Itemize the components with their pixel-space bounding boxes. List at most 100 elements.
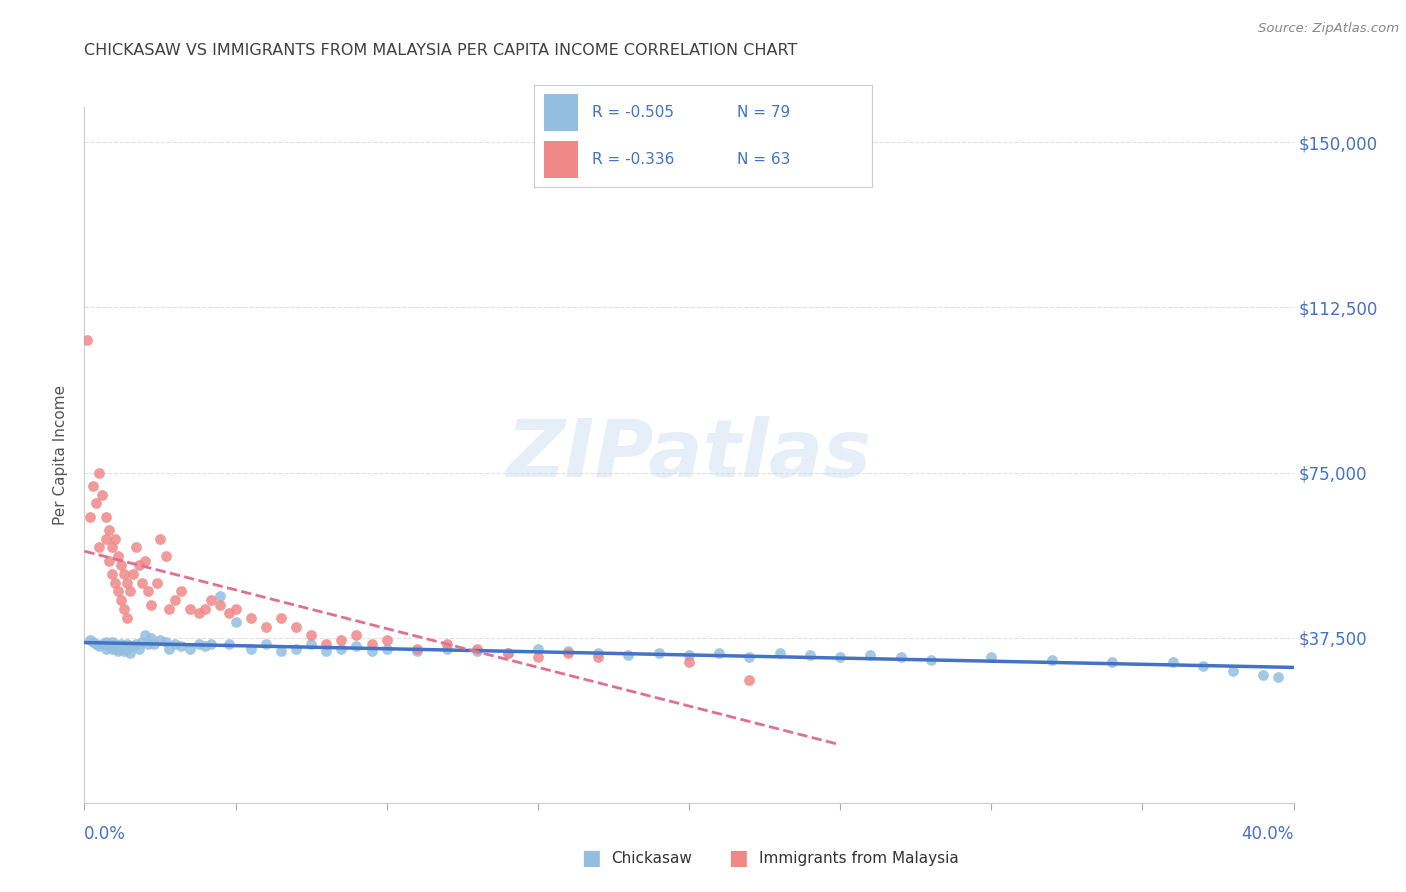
Point (131, 575, 153, 590)
Point (678, 648, 700, 663)
Point (738, 673, 761, 687)
Point (330, 641, 353, 656)
Point (149, 632, 172, 647)
Point (86, 496, 108, 510)
Point (406, 644, 429, 658)
Point (299, 637, 322, 651)
Text: 0.0%: 0.0% (84, 825, 127, 843)
Point (139, 631, 162, 645)
Point (436, 637, 458, 651)
Point (1192, 659, 1215, 673)
Point (218, 607, 240, 621)
Point (94, 532, 117, 546)
Point (165, 637, 187, 651)
Point (859, 648, 882, 663)
Point (360, 637, 382, 651)
Point (165, 593, 187, 607)
Point (617, 648, 640, 663)
Point (375, 641, 398, 656)
Point (89, 541, 111, 555)
Point (738, 650, 761, 665)
Point (799, 648, 821, 663)
Point (170, 584, 193, 599)
Point (79, 632, 101, 647)
Point (100, 541, 122, 555)
Point (134, 553, 156, 567)
Text: CHICKASAW VS IMMIGRANTS FROM MALAYSIA PER CAPITA INCOME CORRELATION CHART: CHICKASAW VS IMMIGRANTS FROM MALAYSIA PE… (84, 43, 797, 58)
Point (188, 607, 211, 621)
Point (179, 641, 201, 656)
Point (239, 641, 262, 656)
Point (315, 637, 337, 651)
Point (527, 650, 550, 665)
Point (1222, 664, 1244, 678)
Point (527, 641, 550, 656)
Text: Immigrants from Malaysia: Immigrants from Malaysia (759, 851, 959, 865)
Point (1253, 668, 1275, 682)
Point (118, 640, 141, 654)
Point (194, 602, 217, 616)
Point (100, 635, 122, 649)
Point (94, 635, 117, 649)
Point (346, 640, 368, 654)
Point (155, 635, 177, 649)
Point (360, 644, 382, 658)
Point (436, 641, 458, 656)
Point (128, 641, 150, 656)
Point (1040, 653, 1063, 667)
Point (107, 644, 129, 658)
Text: R = -0.336: R = -0.336 (592, 153, 673, 167)
Point (155, 549, 177, 564)
Point (134, 628, 156, 642)
Point (110, 641, 132, 656)
Point (179, 602, 201, 616)
Point (97, 637, 120, 651)
Point (91, 487, 114, 501)
Point (76, 334, 98, 348)
Point (94, 509, 117, 524)
Point (270, 611, 292, 625)
Point (157, 641, 180, 656)
Point (97, 523, 120, 537)
Point (86, 637, 108, 651)
Point (346, 628, 368, 642)
Point (157, 602, 180, 616)
Point (200, 593, 222, 607)
Point (218, 637, 240, 651)
Bar (544, 94, 578, 131)
Point (100, 641, 122, 656)
Point (299, 628, 322, 642)
Point (830, 650, 852, 665)
Point (769, 646, 792, 660)
Point (315, 644, 337, 658)
Point (200, 637, 222, 651)
Point (254, 637, 277, 651)
Point (118, 584, 141, 599)
Point (225, 615, 247, 630)
Point (104, 532, 127, 546)
Point (496, 646, 519, 660)
Point (104, 637, 127, 651)
Text: ZIPatlas: ZIPatlas (506, 416, 872, 494)
Point (100, 566, 122, 581)
Point (79, 509, 101, 524)
Point (1101, 655, 1123, 669)
Text: Chickasaw: Chickasaw (612, 851, 693, 865)
Point (239, 611, 262, 625)
Point (709, 646, 731, 660)
Point (97, 553, 120, 567)
Point (112, 602, 135, 616)
Point (467, 641, 489, 656)
Point (136, 584, 159, 599)
Point (920, 653, 942, 667)
Point (91, 637, 114, 651)
Point (82, 635, 104, 649)
Point (142, 637, 165, 651)
Point (112, 566, 135, 581)
Point (121, 566, 143, 581)
Point (557, 644, 579, 658)
Text: R = -0.505: R = -0.505 (592, 105, 673, 120)
Text: N = 63: N = 63 (737, 153, 790, 167)
Point (270, 644, 292, 658)
Point (125, 541, 148, 555)
